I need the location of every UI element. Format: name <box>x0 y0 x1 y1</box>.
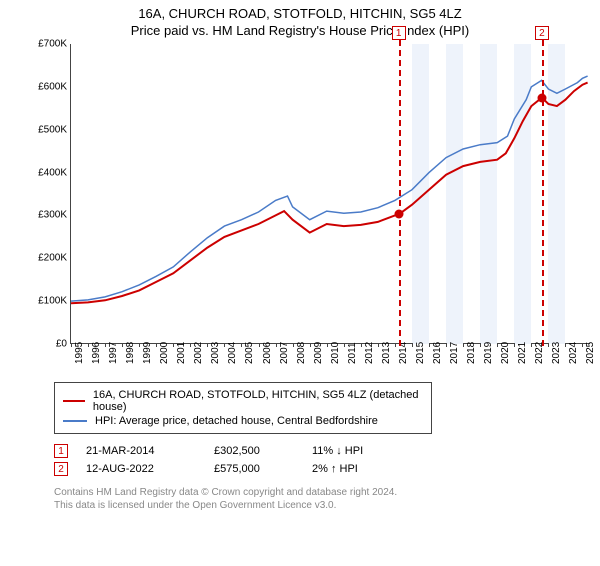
chart-subtitle: Price paid vs. HM Land Registry's House … <box>0 23 600 38</box>
xtick-label: 2001 <box>176 342 187 364</box>
xtick-label: 2025 <box>585 342 596 364</box>
legend-label-price-paid: 16A, CHURCH ROAD, STOTFOLD, HITCHIN, SG5… <box>93 389 423 413</box>
sale-delta-2: 2% ↑ HPI <box>312 463 358 475</box>
xtick-label: 2010 <box>330 342 341 364</box>
series-line-hpi <box>71 76 588 301</box>
xtick-label: 2002 <box>193 342 204 364</box>
sale-note-2: 2 12-AUG-2022 £575,000 2% ↑ HPI <box>54 462 600 476</box>
xtick-label: 1999 <box>142 342 153 364</box>
plot-area: £0£100K£200K£300K£400K£500K£600K£700K199… <box>70 44 590 344</box>
xtick-label: 2017 <box>449 342 460 364</box>
legend: 16A, CHURCH ROAD, STOTFOLD, HITCHIN, SG5… <box>54 382 432 434</box>
sale-price-2: £575,000 <box>214 463 294 475</box>
sale-marker-box: 2 <box>535 26 549 40</box>
chart-area: £0£100K£200K£300K£400K£500K£600K£700K199… <box>30 44 590 374</box>
copyright: Contains HM Land Registry data © Crown c… <box>54 486 600 512</box>
xtick-label: 1996 <box>91 342 102 364</box>
ytick-label: £100K <box>31 296 67 307</box>
xtick-label: 1995 <box>74 342 85 364</box>
xtick-label: 2004 <box>227 342 238 364</box>
chart-container: 16A, CHURCH ROAD, STOTFOLD, HITCHIN, SG5… <box>0 6 600 566</box>
xtick-label: 2015 <box>415 342 426 364</box>
ytick-label: £400K <box>31 167 67 178</box>
xtick-label: 2009 <box>313 342 324 364</box>
chart-title: 16A, CHURCH ROAD, STOTFOLD, HITCHIN, SG5… <box>0 6 600 21</box>
xtick-label: 2021 <box>517 342 528 364</box>
sale-note-1: 1 21-MAR-2014 £302,500 11% ↓ HPI <box>54 444 600 458</box>
xtick-label: 1998 <box>125 342 136 364</box>
ytick-label: £0 <box>31 339 67 350</box>
ytick-label: £600K <box>31 81 67 92</box>
sale-price-1: £302,500 <box>214 445 294 457</box>
sale-delta-1: 11% ↓ HPI <box>312 445 363 457</box>
xtick-label: 1997 <box>108 342 119 364</box>
xtick-label: 2003 <box>210 342 221 364</box>
sale-notes: 1 21-MAR-2014 £302,500 11% ↓ HPI 2 12-AU… <box>54 444 600 476</box>
sale-dot <box>537 93 546 102</box>
line-layer <box>71 44 591 344</box>
xtick-label: 2000 <box>159 342 170 364</box>
legend-row-price-paid: 16A, CHURCH ROAD, STOTFOLD, HITCHIN, SG5… <box>63 389 423 413</box>
ytick-label: £500K <box>31 124 67 135</box>
series-line-price_paid <box>71 83 588 304</box>
xtick-label: 2020 <box>500 342 511 364</box>
xtick-label: 2012 <box>364 342 375 364</box>
ytick-label: £300K <box>31 210 67 221</box>
sale-vline <box>542 30 544 346</box>
xtick-label: 2018 <box>466 342 477 364</box>
xtick-label: 2013 <box>381 342 392 364</box>
ytick-label: £700K <box>31 39 67 50</box>
xtick-label: 2005 <box>244 342 255 364</box>
legend-label-hpi: HPI: Average price, detached house, Cent… <box>95 415 378 427</box>
xtick-label: 2016 <box>432 342 443 364</box>
sale-marker-2-icon: 2 <box>54 462 68 476</box>
sale-date-2: 12-AUG-2022 <box>86 463 196 475</box>
copyright-line-2: This data is licensed under the Open Gov… <box>54 499 600 512</box>
sale-dot <box>394 210 403 219</box>
xtick-label: 2008 <box>296 342 307 364</box>
legend-swatch-price-paid <box>63 400 85 402</box>
xtick-label: 2011 <box>347 342 358 364</box>
xtick-label: 2023 <box>551 342 562 364</box>
ytick-label: £200K <box>31 253 67 264</box>
legend-swatch-hpi <box>63 420 87 422</box>
sale-date-1: 21-MAR-2014 <box>86 445 196 457</box>
sale-marker-1-icon: 1 <box>54 444 68 458</box>
xtick-label: 2006 <box>262 342 273 364</box>
xtick-label: 2024 <box>568 342 579 364</box>
xtick-label: 2019 <box>483 342 494 364</box>
copyright-line-1: Contains HM Land Registry data © Crown c… <box>54 486 600 499</box>
xtick-label: 2007 <box>279 342 290 364</box>
sale-marker-box: 1 <box>392 26 406 40</box>
legend-row-hpi: HPI: Average price, detached house, Cent… <box>63 415 423 427</box>
sale-vline <box>399 30 401 346</box>
